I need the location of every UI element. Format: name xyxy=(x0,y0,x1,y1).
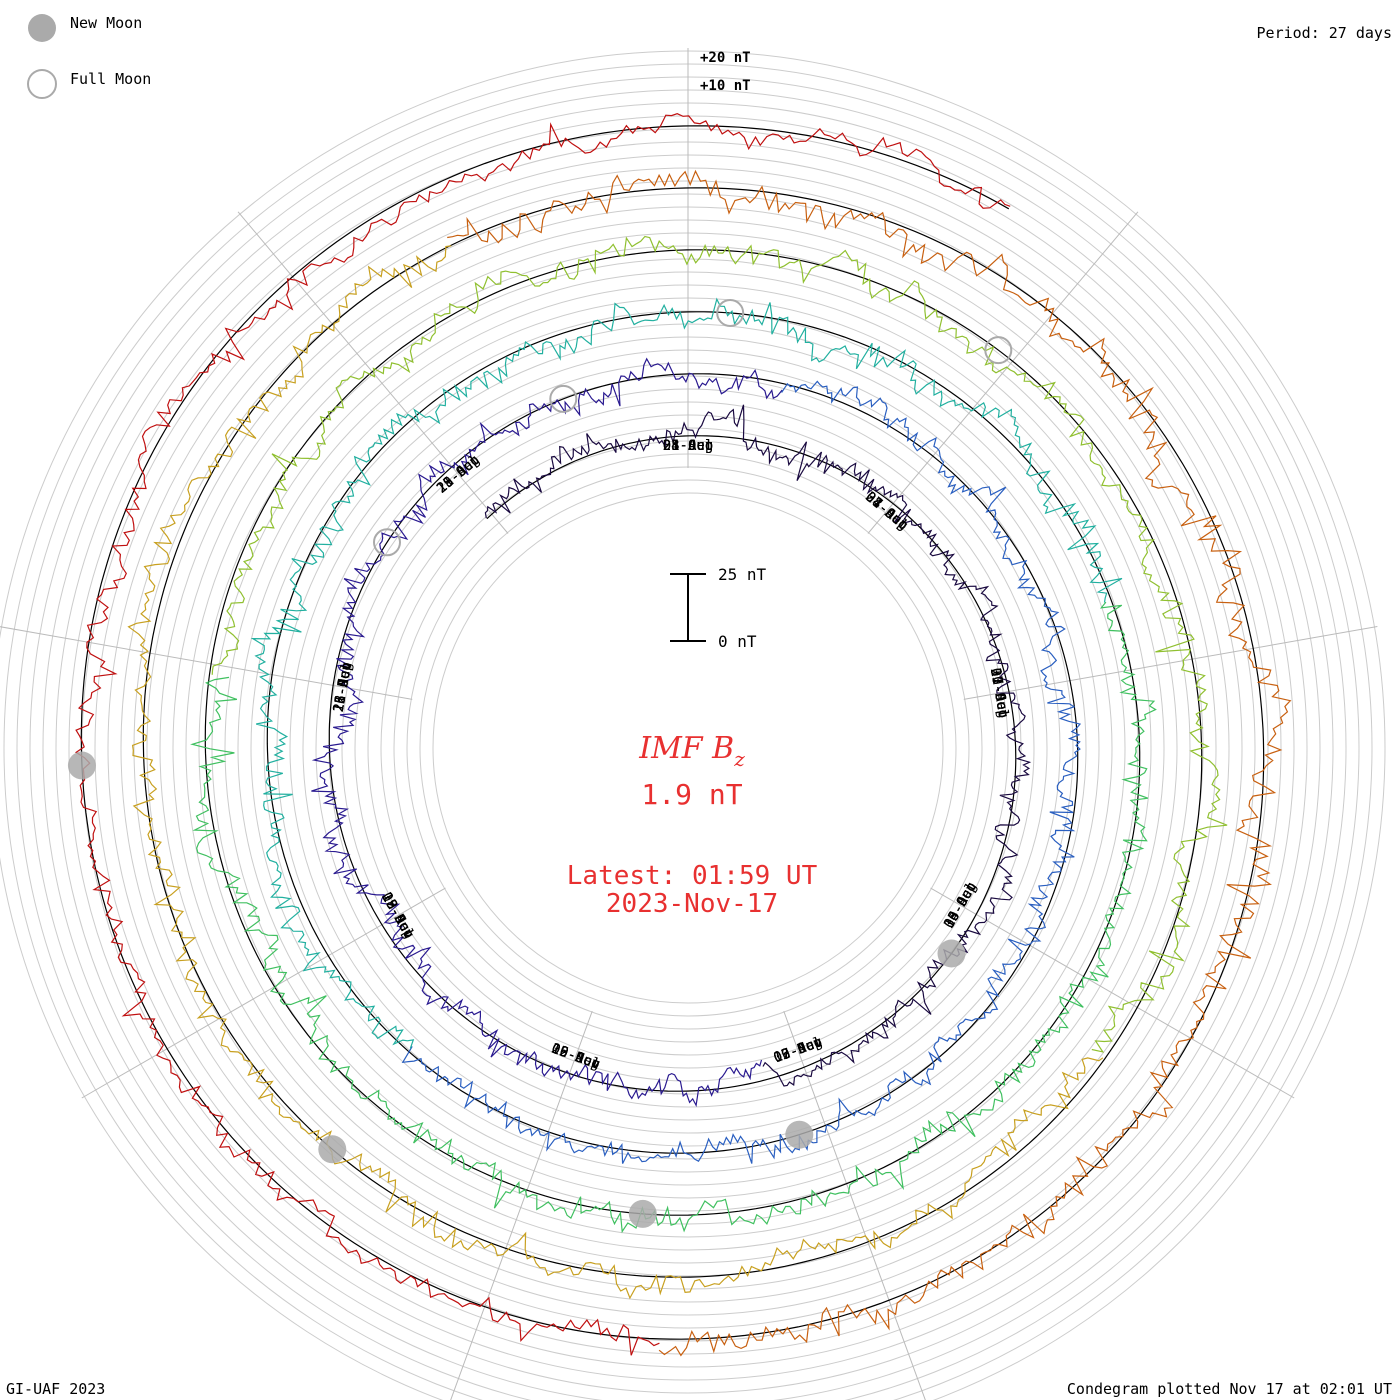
full-moon-marker xyxy=(549,384,578,413)
grid-circle xyxy=(432,492,944,1004)
full-moon-legend-label: Full Moon xyxy=(70,70,151,88)
full-moon-marker xyxy=(373,528,401,557)
grid-spoke xyxy=(930,887,1295,1099)
bz-trace-1 xyxy=(484,404,1032,1087)
new-moon-marker xyxy=(785,1120,814,1149)
new-moon-legend-label: New Moon xyxy=(70,14,142,32)
radial-spokes xyxy=(0,48,1378,1400)
bz-trace-5 xyxy=(190,601,1157,1234)
date-label: 21-Oct xyxy=(663,438,714,454)
bz-trace-7 xyxy=(127,245,1104,1300)
scale-bar-bottom-label: 0 nT xyxy=(718,632,757,651)
new-moon-marker xyxy=(628,1199,657,1228)
latest-time: Latest: 01:59 UT xyxy=(567,861,818,891)
chart-title: IMF Bz xyxy=(638,731,745,771)
latest-date: 2023-Nov-17 xyxy=(606,889,778,919)
date-label: 28-Aug xyxy=(663,438,714,454)
bz-trace-3 xyxy=(401,380,1082,1164)
new-moon-marker xyxy=(67,751,96,780)
credit-label: GI-UAF 2023 xyxy=(6,1380,105,1398)
bz-trace-4 xyxy=(250,297,1123,1049)
moon-markers xyxy=(67,299,1013,1228)
bz-trace-8 xyxy=(447,169,1292,1357)
bz-trace-2 xyxy=(311,357,783,1108)
ring-scale-plus20: +20 nT xyxy=(700,50,751,66)
bz-traces xyxy=(75,113,1292,1357)
baseline-spiral xyxy=(80,125,1265,1340)
period-label: Period: 27 days xyxy=(1257,24,1392,42)
grid-spoke xyxy=(450,1010,593,1400)
bz-trace-9 xyxy=(75,113,1011,1356)
chart-title-subscript: z xyxy=(733,747,745,771)
bz-trace-6 xyxy=(211,235,1228,1053)
grid-spoke xyxy=(963,625,1378,700)
new-moon-marker xyxy=(318,1135,347,1164)
date-label: 08-Nov xyxy=(378,890,417,942)
grid-spoke xyxy=(81,887,446,1099)
scale-bar: 25 nT 0 nT xyxy=(670,565,767,651)
grid-spoke xyxy=(867,211,1139,534)
date-label: 05-Jul xyxy=(663,438,714,454)
date-label: 24-Sep xyxy=(663,438,714,454)
ring-scale-plus10: +10 nT xyxy=(700,78,751,94)
grid-spoke xyxy=(0,626,413,700)
full-moon-marker xyxy=(716,299,745,327)
polar-grid xyxy=(0,50,1386,1400)
grid-circle xyxy=(419,479,957,1017)
plotted-label: Condegram plotted Nov 17 at 02:01 UT xyxy=(1067,1380,1392,1398)
baseline-rings xyxy=(80,125,1265,1340)
date-label: 01-Aug xyxy=(663,438,714,454)
grid-spoke xyxy=(783,1010,926,1400)
full-moon-legend-icon xyxy=(27,69,57,99)
chart-title-main: IMF B xyxy=(638,731,734,766)
full-moon-marker xyxy=(984,336,1013,365)
new-moon-marker xyxy=(937,939,966,968)
scale-bar-top-label: 25 nT xyxy=(718,565,767,584)
current-value: 1.9 nT xyxy=(641,778,742,811)
new-moon-legend-icon xyxy=(28,14,56,42)
grid-spoke xyxy=(237,211,509,534)
